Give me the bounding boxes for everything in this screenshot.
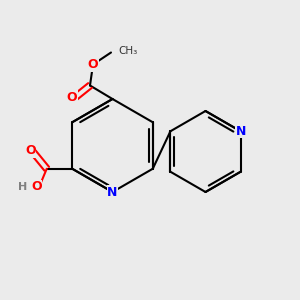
Text: H: H [18, 182, 27, 192]
Text: O: O [31, 180, 41, 193]
Text: O: O [88, 58, 98, 71]
Text: CH₃: CH₃ [118, 46, 138, 56]
Text: N: N [236, 125, 246, 138]
Text: O: O [25, 144, 35, 157]
Text: N: N [107, 185, 118, 199]
Text: O: O [67, 91, 77, 104]
